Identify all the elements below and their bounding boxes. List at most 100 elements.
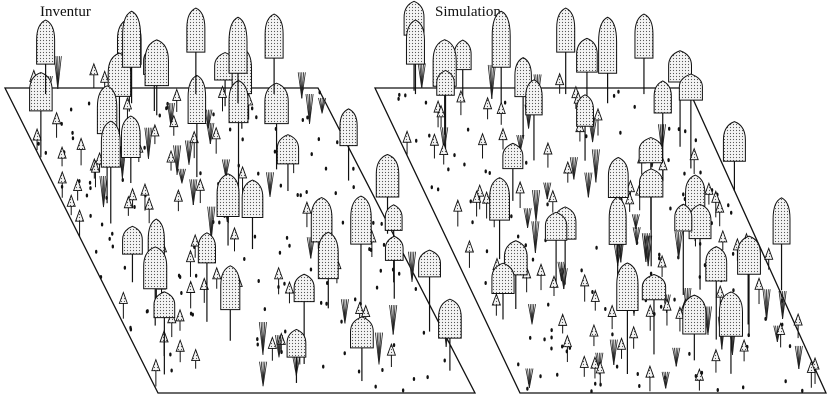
tall-tree-crown [287, 329, 306, 357]
small-conifer [550, 276, 558, 287]
seedling [658, 256, 660, 260]
seedling [517, 234, 519, 238]
small-conifer [499, 129, 507, 140]
small-conifer [285, 282, 293, 293]
seedling [595, 246, 597, 250]
small-conifer [230, 228, 238, 239]
seedling [352, 167, 354, 171]
small-conifer [618, 338, 626, 349]
small-conifer [141, 184, 149, 195]
small-conifer [440, 144, 448, 155]
seedling [319, 90, 321, 94]
seedling [199, 171, 201, 175]
tall-tree-crown [221, 266, 240, 310]
tall-tree-crown [217, 174, 239, 217]
seedling [95, 250, 97, 254]
tall-tree-crown [294, 274, 314, 301]
tall-tree-crown [385, 205, 402, 231]
small-conifer [356, 303, 364, 314]
seedling [381, 368, 383, 372]
seedling [352, 185, 354, 189]
panel-inventur: Inventur [5, 4, 475, 393]
tall-tree-crown [30, 73, 53, 111]
tall-tree-crown [492, 263, 514, 293]
tall-tree-crown [351, 196, 371, 244]
seedling [212, 112, 214, 116]
tall-tree-crown [492, 11, 510, 67]
seedling [425, 101, 427, 105]
seedling [89, 186, 91, 190]
seedling [444, 359, 446, 363]
seedling [344, 351, 346, 355]
small-conifer [275, 268, 283, 279]
seedling [550, 328, 552, 332]
small-conifer [33, 129, 41, 140]
small-conifer [58, 172, 66, 183]
seedling [280, 184, 282, 188]
tall-tree-crown [229, 17, 247, 73]
seedling [673, 298, 675, 302]
seedling [402, 388, 404, 392]
small-conifer [129, 189, 137, 200]
tall-tree-crown [188, 75, 206, 123]
seedling [591, 290, 593, 294]
seedling [484, 281, 486, 285]
seedling [525, 243, 527, 247]
seedling [599, 383, 601, 387]
seedling [437, 187, 439, 191]
seedling [169, 353, 171, 357]
seedling [358, 369, 360, 373]
seedling [398, 272, 400, 276]
tall-tree-crown [654, 81, 671, 113]
seedling [486, 249, 488, 253]
seedling [288, 244, 290, 248]
seedling [611, 332, 613, 336]
tall-tree-crown [557, 8, 575, 52]
tall-tree-crown [123, 11, 141, 67]
seedling [243, 257, 245, 261]
seedling [525, 161, 527, 165]
seedling [37, 142, 39, 146]
seedling [112, 244, 114, 248]
seedling [742, 385, 744, 389]
seedling [801, 389, 803, 393]
seedling [374, 385, 376, 389]
seedling [133, 205, 135, 209]
seedling [431, 185, 433, 189]
tall-tree-crown [609, 197, 626, 244]
small-conifer [716, 286, 724, 297]
small-conifer [630, 327, 638, 338]
tall-tree-crown [406, 20, 424, 64]
tall-tree-crown [376, 155, 398, 197]
seedling [251, 106, 253, 110]
seedling [372, 221, 374, 225]
small-conifer [403, 131, 411, 142]
small-conifer [549, 191, 557, 202]
small-conifer [173, 89, 181, 100]
seedling [335, 191, 337, 195]
seedling [146, 310, 148, 314]
seedling [532, 258, 534, 262]
tall-tree-crown [145, 40, 168, 86]
tall-tree-crown [454, 40, 471, 70]
tall-tree-crown [123, 226, 143, 254]
tall-tree-crown [101, 121, 120, 167]
small-conifer [794, 314, 802, 325]
small-conifer [712, 191, 720, 202]
seedling [45, 151, 47, 155]
seedling [310, 267, 312, 271]
seedling [426, 375, 428, 379]
small-conifer [101, 71, 109, 82]
seedling [286, 236, 288, 240]
tall-tree-crown [639, 169, 662, 197]
tall-tree-crown [154, 292, 175, 318]
seedling [415, 139, 417, 143]
seedling [547, 303, 549, 307]
tall-tree-crown [351, 317, 374, 348]
seedling [784, 379, 786, 383]
seedling [111, 232, 113, 236]
seedling [730, 211, 732, 215]
seedling [264, 307, 266, 311]
panel-title: Inventur [40, 4, 91, 20]
small-conifer [77, 138, 85, 149]
